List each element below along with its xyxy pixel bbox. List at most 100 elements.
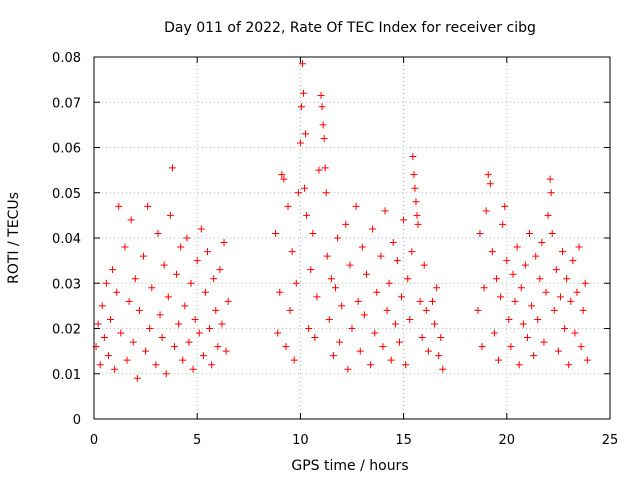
data-point	[146, 325, 154, 332]
data-point	[478, 343, 486, 351]
data-point	[183, 234, 191, 242]
data-point	[321, 164, 329, 172]
data-point	[398, 293, 406, 301]
x-tick-label: 25	[602, 433, 619, 448]
axis-ticks: 0 5 10 15 20 25 0 0.01 0.02 0.03 0.04 0.05 0.06 0.07 0…	[52, 51, 618, 448]
data-point	[164, 293, 172, 301]
data-point	[577, 343, 585, 351]
data-point	[294, 189, 302, 197]
data-point	[144, 202, 152, 210]
data-point	[490, 329, 498, 337]
data-point	[204, 248, 212, 256]
data-point	[160, 261, 168, 269]
data-point	[563, 275, 571, 283]
data-point	[298, 60, 306, 68]
data-point	[224, 297, 232, 305]
y-tick-label: 0.05	[52, 187, 81, 202]
data-point	[111, 365, 119, 373]
data-point	[109, 266, 117, 274]
data-point	[503, 257, 511, 265]
x-tick-label: 0	[90, 433, 98, 448]
data-point	[534, 315, 542, 323]
data-point	[409, 153, 417, 161]
data-point	[501, 202, 509, 210]
data-point	[509, 270, 517, 278]
data-point	[127, 216, 135, 224]
data-point	[327, 275, 335, 283]
data-point	[342, 220, 350, 228]
data-point	[301, 184, 309, 192]
data-point	[292, 279, 300, 287]
data-point	[286, 306, 294, 314]
data-point	[107, 315, 115, 323]
data-point	[369, 225, 377, 233]
grid-lines	[94, 57, 610, 419]
data-point	[552, 266, 560, 274]
data-point	[195, 329, 203, 337]
data-point	[297, 103, 305, 111]
data-point	[373, 288, 381, 296]
data-point	[352, 202, 360, 210]
data-point	[197, 225, 205, 233]
data-point	[418, 334, 426, 342]
data-point	[133, 374, 141, 382]
data-point	[313, 293, 321, 301]
data-point	[282, 343, 290, 351]
data-point	[168, 164, 176, 172]
data-point	[154, 229, 162, 237]
data-point	[507, 343, 515, 351]
data-point	[565, 361, 573, 369]
data-point	[575, 243, 583, 251]
data-point	[272, 229, 280, 237]
data-point	[400, 216, 408, 224]
data-point	[193, 257, 201, 265]
data-point	[424, 347, 432, 355]
data-point	[104, 352, 112, 360]
data-point	[102, 279, 110, 287]
data-point	[288, 248, 296, 256]
data-point	[480, 284, 488, 292]
data-point	[220, 239, 228, 247]
data-point	[325, 315, 333, 323]
data-point	[320, 134, 328, 142]
data-point	[371, 329, 379, 337]
data-point	[98, 302, 106, 310]
data-point	[536, 275, 544, 283]
data-point	[222, 347, 230, 355]
data-point	[319, 121, 327, 129]
data-point	[123, 356, 131, 364]
data-point	[336, 338, 344, 346]
data-point	[135, 306, 143, 314]
data-point	[513, 243, 521, 251]
data-point	[276, 288, 284, 296]
data-point	[280, 175, 288, 183]
data-point	[113, 288, 121, 296]
data-point	[305, 325, 313, 332]
data-point	[158, 334, 166, 342]
data-point	[201, 288, 209, 296]
data-point	[189, 365, 197, 373]
data-point	[140, 252, 148, 260]
data-point	[544, 211, 552, 219]
data-point	[115, 202, 123, 210]
data-point	[199, 352, 207, 360]
data-point	[579, 306, 587, 314]
data-point	[546, 175, 554, 183]
data-point	[550, 306, 558, 314]
data-point	[331, 284, 339, 292]
data-point	[206, 325, 214, 332]
data-point	[433, 284, 441, 292]
data-point	[346, 261, 354, 269]
data-point	[323, 252, 331, 260]
data-point	[542, 288, 550, 296]
data-point	[411, 184, 419, 192]
y-tick-label: 0.03	[52, 277, 81, 292]
data-point	[408, 248, 416, 256]
data-point	[387, 356, 395, 364]
data-point	[187, 279, 195, 287]
data-point	[476, 229, 484, 237]
data-point	[299, 89, 307, 97]
x-tick-label: 10	[292, 433, 309, 448]
data-point	[495, 356, 503, 364]
y-tick-label: 0.04	[52, 232, 81, 247]
